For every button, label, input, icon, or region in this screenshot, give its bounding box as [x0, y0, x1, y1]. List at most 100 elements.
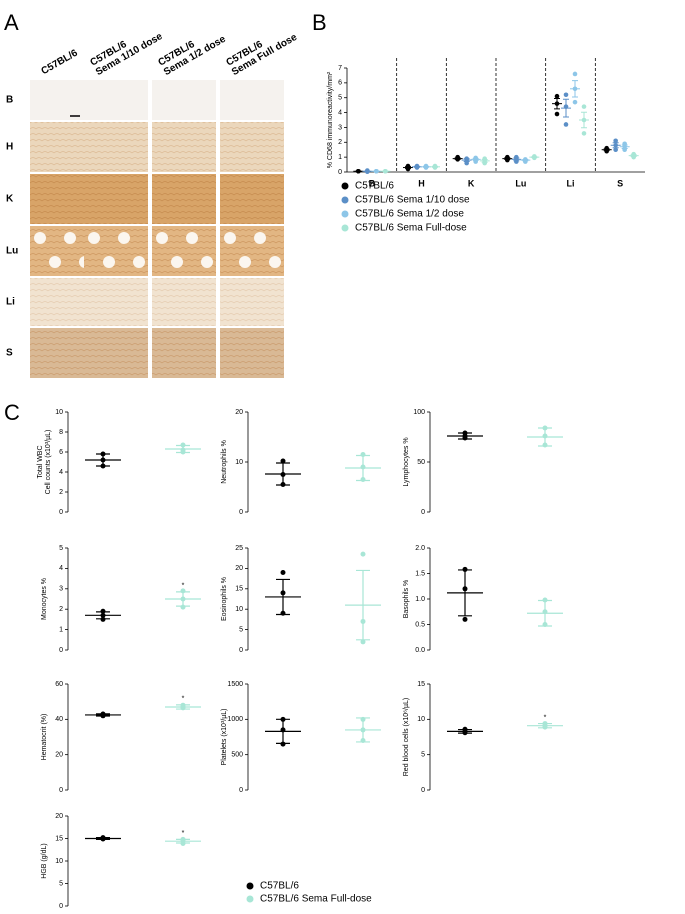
error-bar	[538, 427, 552, 447]
error-bar	[276, 578, 290, 616]
histology-texture	[152, 174, 216, 224]
histology-image	[30, 80, 94, 120]
x-tick-label: S	[617, 178, 623, 188]
row-label: K	[6, 194, 14, 205]
y-tick-label: 7	[338, 65, 342, 72]
significance-mark: *	[544, 714, 547, 721]
error-bar	[563, 98, 569, 118]
error-bar	[538, 599, 552, 627]
histology-vacuole	[34, 232, 46, 244]
histology-texture	[84, 328, 148, 378]
data-point	[613, 138, 618, 144]
row-label: H	[6, 142, 13, 153]
y-tick-label: 0.5	[415, 621, 425, 628]
y-tick-label: 6	[59, 449, 63, 456]
y-axis-label-line: Hematocrit (%)	[41, 714, 48, 761]
error-bar	[356, 454, 370, 482]
error-bar	[463, 158, 470, 162]
histology-texture	[220, 174, 284, 224]
legend-swatch	[341, 224, 349, 232]
histology-image	[152, 80, 216, 120]
y-axis-label-line: Total WBC	[37, 445, 44, 478]
y-tick-label: 6	[338, 80, 342, 87]
x-tick-label: Li	[567, 178, 575, 188]
row-label: Lu	[6, 246, 18, 257]
y-tick-label: 5	[59, 545, 63, 552]
legend-label: C57BL/6 Sema Full-dose	[355, 223, 467, 234]
data-point	[613, 147, 618, 153]
error-bar	[504, 157, 511, 161]
error-bar	[454, 157, 461, 160]
histology-vacuole	[171, 256, 183, 268]
histology-vacuole	[156, 232, 168, 244]
data-point	[280, 458, 286, 464]
y-axis-label: Monocytes %	[41, 578, 48, 620]
histology-texture	[84, 278, 148, 326]
y-tick-label: 20	[55, 813, 63, 820]
histology-vacuole	[254, 232, 266, 244]
data-point	[581, 104, 587, 109]
error-bar	[522, 159, 529, 162]
error-bar	[458, 728, 472, 734]
histology-texture	[30, 122, 94, 172]
x-tick-label: Lu	[515, 178, 526, 188]
error-bar	[176, 444, 190, 454]
y-tick-label: 3	[59, 586, 63, 593]
y-tick-label: 0	[421, 509, 425, 516]
error-bar	[414, 165, 420, 168]
histology-texture	[30, 174, 94, 224]
data-point	[563, 122, 569, 127]
data-point	[563, 92, 569, 98]
y-axis-label: Platelets (x10³/µL)	[221, 709, 228, 766]
column-header: C57BL/6Sema 1/2 dose	[156, 24, 228, 78]
histology-texture	[30, 278, 94, 326]
y-tick-label: 10	[55, 858, 63, 865]
error-bar	[364, 170, 371, 173]
histology-texture	[220, 328, 284, 378]
significance-mark: *	[182, 696, 185, 703]
y-tick-label: 1.0	[415, 596, 425, 603]
y-tick-label: 500	[231, 752, 243, 759]
error-bar	[612, 142, 619, 149]
histology-texture	[152, 278, 216, 326]
legend-swatch	[341, 182, 349, 190]
data-point	[100, 616, 106, 622]
y-tick-label: 1	[338, 154, 342, 161]
y-axis-label-line: Cell counts (x10³/µL)	[45, 430, 52, 495]
column-header: C57BL/6	[39, 47, 80, 77]
y-axis-label: Neutrophils %	[221, 440, 228, 484]
y-tick-label: 15	[55, 835, 63, 842]
panel-label: A	[4, 10, 19, 35]
y-tick-label: 0	[338, 169, 342, 176]
panel-label: B	[312, 10, 327, 35]
error-bar	[356, 569, 370, 641]
error-bar	[276, 718, 290, 744]
y-tick-label: 1	[59, 626, 63, 633]
y-tick-label: 2	[338, 139, 342, 146]
error-bar	[405, 166, 411, 169]
error-bar	[276, 462, 290, 486]
legend-label: C57BL/6	[260, 881, 299, 892]
error-bar	[630, 154, 637, 158]
y-tick-label: 15	[235, 586, 243, 593]
histology-vacuole	[64, 232, 76, 244]
error-bar	[481, 159, 488, 163]
y-axis-label-line: Basophils %	[403, 580, 410, 619]
error-bar	[96, 453, 110, 467]
error-bar	[472, 157, 479, 161]
histology-vacuole	[118, 232, 130, 244]
y-tick-label: 1500	[227, 681, 243, 688]
y-tick-label: 4	[59, 565, 63, 572]
y-axis-label: Lymphocytes %	[403, 437, 410, 486]
y-tick-label: 20	[235, 565, 243, 572]
y-tick-label: 5	[338, 95, 342, 102]
histology-vacuole	[269, 256, 281, 268]
histology-vacuole	[88, 232, 100, 244]
y-axis-label-line: Red blood cells (x10⁶/µL)	[403, 698, 410, 777]
y-tick-label: 10	[235, 606, 243, 613]
legend-swatch	[246, 895, 254, 903]
data-point	[572, 71, 578, 77]
histology-image	[84, 80, 148, 120]
y-tick-label: 8	[59, 429, 63, 436]
